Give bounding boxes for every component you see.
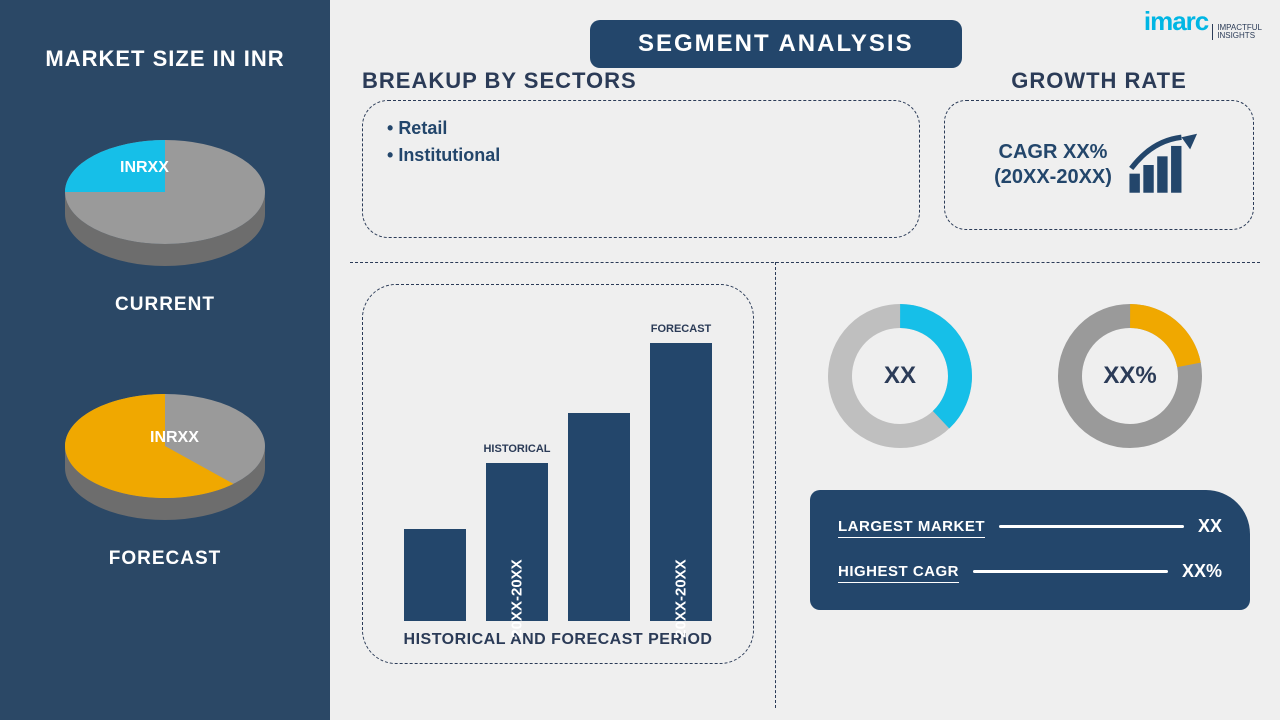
donuts-row: XX XX% [820, 296, 1210, 456]
bar [404, 529, 466, 621]
metrics-card: LARGEST MARKET XX HIGHEST CAGR XX% [810, 490, 1250, 610]
pie-forecast-caption: FORECAST [109, 548, 222, 570]
sidebar-heading: MARKET SIZE IN INR [45, 46, 284, 72]
brand-logo-text: imarc [1144, 6, 1208, 37]
metric-label: LARGEST MARKET [838, 518, 985, 535]
pie-value-label: INRXX [120, 159, 169, 176]
donut: XX% [1050, 296, 1210, 456]
breakup-item: Retail [387, 115, 895, 142]
metric-value: XX% [1182, 561, 1222, 582]
pie-current-svg: INRXX [50, 122, 280, 282]
metric-label: HIGHEST CAGR [838, 563, 959, 580]
breakup-item: Institutional [387, 142, 895, 169]
sidebar: MARKET SIZE IN INR INRXX CURRENT INRXX F… [0, 0, 330, 720]
brand-logo: imarc IMPACTFUL INSIGHTS [1144, 6, 1262, 40]
breakup-heading: BREAKUP BY SECTORS [362, 68, 920, 94]
donut-center-label: XX [820, 296, 980, 456]
bars-panel: HISTORICAL20XX-20XXFORECAST20XX-20XX HIS… [362, 284, 754, 664]
main: imarc IMPACTFUL INSIGHTS SEGMENT ANALYSI… [330, 0, 1280, 720]
growth-panel: GROWTH RATE CAGR XX% (20XX-20XX) [944, 68, 1254, 230]
breakup-list: RetailInstitutional [387, 115, 895, 169]
growth-box: CAGR XX% (20XX-20XX) [944, 100, 1254, 230]
bar-vertical-label: 20XX-20XX [673, 559, 690, 637]
growth-text: CAGR XX% (20XX-20XX) [994, 140, 1112, 190]
metric-line [999, 525, 1184, 528]
pie-value-label: INRXX [150, 429, 199, 446]
breakup-box: RetailInstitutional [362, 100, 920, 238]
metric-value: XX [1198, 516, 1222, 537]
bar [568, 413, 630, 621]
horizontal-divider [350, 262, 1260, 263]
brand-logo-tagline: IMPACTFUL INSIGHTS [1212, 24, 1262, 40]
vertical-divider [775, 262, 776, 708]
pie-forecast: INRXX FORECAST [35, 376, 295, 570]
bar-top-label: HISTORICAL [483, 443, 550, 455]
growth-chart-icon [1126, 130, 1204, 200]
pie-forecast-svg: INRXX [50, 376, 280, 536]
breakup-panel: BREAKUP BY SECTORS RetailInstitutional [362, 68, 920, 238]
metric-line [973, 570, 1168, 573]
bar: FORECAST20XX-20XX [650, 343, 712, 621]
growth-heading: GROWTH RATE [944, 68, 1254, 94]
metric-row: HIGHEST CAGR XX% [838, 561, 1222, 582]
pie-current: INRXX CURRENT [35, 122, 295, 316]
bars-caption: HISTORICAL AND FORECAST PERIOD [404, 631, 713, 649]
page-title: SEGMENT ANALYSIS [590, 20, 962, 68]
pie-current-caption: CURRENT [115, 294, 215, 316]
bars-row: HISTORICAL20XX-20XX FORECAST20XX-20XX [383, 321, 733, 621]
bar-top-label: FORECAST [651, 323, 712, 335]
bars-box: HISTORICAL20XX-20XXFORECAST20XX-20XX HIS… [362, 284, 754, 664]
bar-vertical-label: 20XX-20XX [509, 559, 526, 637]
donut-center-label: XX% [1050, 296, 1210, 456]
metric-row: LARGEST MARKET XX [838, 516, 1222, 537]
bar: HISTORICAL20XX-20XX [486, 463, 548, 621]
donut: XX [820, 296, 980, 456]
